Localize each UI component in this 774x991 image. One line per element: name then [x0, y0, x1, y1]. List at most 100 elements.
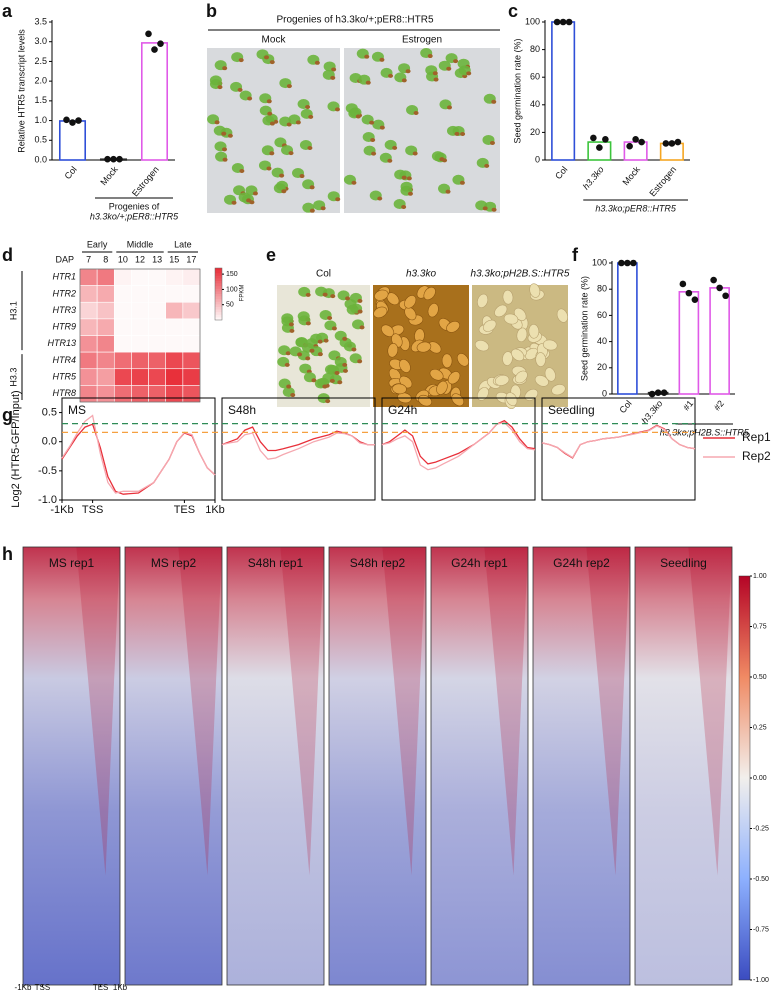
panel-title: Seedling [548, 403, 595, 417]
data-point [638, 138, 645, 146]
data-point [104, 155, 111, 163]
y-tick-label: 0.0 [42, 436, 57, 448]
panel-title: G24h rep1 [451, 556, 508, 570]
seed [477, 293, 489, 308]
seed-coat [379, 57, 385, 62]
heatmap-cell [182, 335, 201, 353]
photo-caption: Col [316, 269, 331, 280]
seed-coat [329, 378, 335, 383]
seed-coat [305, 356, 311, 361]
seed [446, 321, 460, 333]
seed-coat [246, 198, 252, 203]
x-tick-label: 1Kb [205, 504, 225, 516]
data-point [691, 296, 699, 303]
heatmap-cell [113, 335, 132, 353]
seed-coat [370, 137, 376, 142]
bar [678, 291, 700, 395]
column-label: 10 [118, 254, 128, 264]
group-label: Progenies of [109, 201, 160, 211]
x-tick-label: TES [93, 983, 109, 991]
y-tick-label: 60 [597, 310, 607, 320]
heatmap-cell [131, 351, 149, 370]
heatmap-cell [148, 268, 167, 286]
heatmap-cell [182, 368, 201, 386]
seed [556, 308, 568, 323]
group-label: h3.3ko;pER8::HTR5 [595, 203, 677, 213]
signal-wedge [484, 547, 528, 876]
y-tick-label: 2.0 [34, 76, 47, 86]
seed-coat [247, 96, 253, 101]
plot-frame [221, 397, 376, 501]
heatmap-frame [22, 546, 121, 986]
seed [502, 351, 513, 366]
heatmap-cell [148, 285, 167, 303]
seed [374, 289, 389, 301]
heatmap-cell [148, 368, 167, 386]
colorbar-step [215, 317, 222, 321]
colorbar-step [215, 270, 222, 274]
colorbar-tick-label: 0.00 [753, 775, 767, 782]
heatmap-frame [79, 268, 201, 403]
y-tick-label: 0.0 [34, 154, 47, 164]
photo-caption: Estrogen [402, 35, 442, 46]
heatmap-cell [131, 385, 149, 403]
seed-coat [401, 175, 407, 180]
colorbar-step [215, 299, 222, 303]
seed-coat [320, 206, 326, 211]
column-label: 13 [152, 254, 162, 264]
y-tick-label: 1.0 [34, 115, 47, 125]
panel-label: b [206, 1, 217, 21]
data-point [596, 144, 603, 151]
y-tick-label: -0.5 [38, 465, 57, 477]
heatmap-cell [113, 351, 132, 370]
seed-coat [401, 204, 407, 209]
seed-coat [466, 71, 472, 76]
row-label: HTR13 [47, 338, 76, 348]
colorbar-step [215, 294, 222, 297]
row-label: HTR2 [52, 288, 76, 298]
seed-coat [322, 292, 328, 297]
row-label: HTR5 [52, 371, 76, 381]
seed-coat [413, 111, 419, 116]
colorbar-tick-label: -1.00 [753, 977, 769, 984]
colorbar-step [215, 278, 222, 282]
heatmap-cell [113, 301, 132, 320]
seed-coat [279, 173, 285, 178]
y-tick-label: 100 [525, 16, 540, 26]
x-tick-label: TES [174, 504, 195, 516]
signal-wedge [178, 547, 222, 876]
colorbar-label: FPKM [240, 285, 246, 302]
seed-coat [330, 75, 336, 80]
column-group-label: Late [174, 239, 192, 249]
line-series [541, 425, 696, 459]
seed-coat [227, 133, 233, 138]
heatmap-body [635, 547, 732, 985]
heatmap-cell [131, 368, 149, 386]
seed-coat [484, 163, 490, 168]
y-tick-label: 20 [530, 127, 540, 137]
seed-coat [284, 362, 290, 367]
seed-coat [432, 71, 438, 76]
data-point [145, 30, 152, 38]
panel-label: c [508, 1, 518, 21]
photo [344, 48, 500, 213]
seed-coat [364, 54, 370, 59]
heatmap-cell [148, 318, 167, 336]
seed-coat [491, 207, 497, 212]
seed [427, 303, 439, 318]
x-tick-label: Estrogen [647, 164, 678, 198]
panel-title: S48h rep1 [248, 556, 304, 570]
y-tick-label: 0.5 [34, 135, 47, 145]
seed [494, 374, 510, 386]
panel-title: S48h [228, 403, 256, 417]
row-label: HTR3 [52, 305, 76, 315]
seed-coat [286, 122, 292, 127]
panel-label: g [2, 405, 13, 425]
panel-title: Seedling [660, 556, 707, 570]
heatmap-cell [79, 335, 98, 353]
heatmap-frame [226, 546, 325, 986]
heatmap-cell [79, 385, 98, 403]
x-tick-label: 1Kb [113, 983, 128, 991]
data-point [116, 155, 123, 163]
panel-title: MS [68, 403, 86, 417]
